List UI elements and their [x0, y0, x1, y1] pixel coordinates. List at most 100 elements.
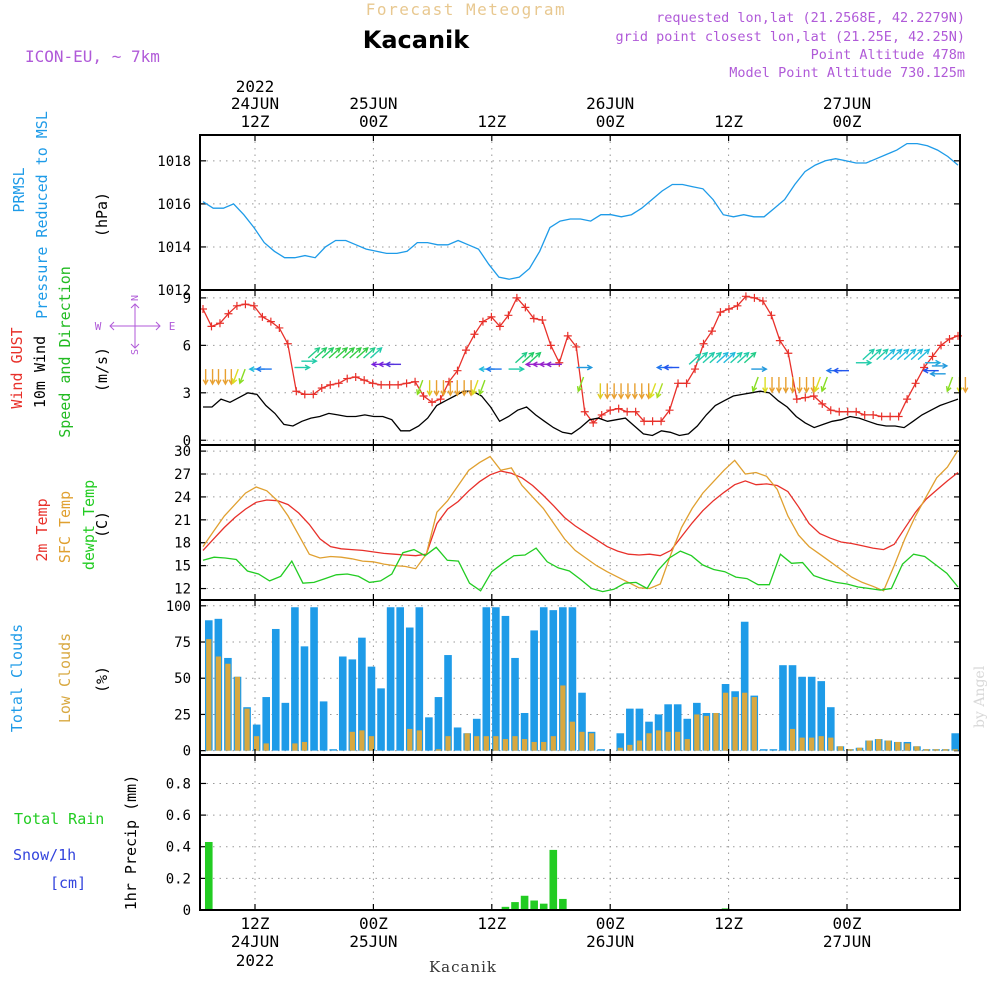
wind-arrow-shaft: [730, 352, 743, 364]
bar-total-rain: [204, 841, 213, 910]
wind-arrow: [545, 361, 562, 368]
wind-arrow-head: [248, 366, 255, 373]
gust-marker: [818, 399, 827, 408]
wind-arrow-head: [715, 351, 723, 358]
panel-precip: 0 0.2 0.4 0.6 0.8 1hr Precip (mm): [122, 754, 961, 919]
wind-arrow-head: [597, 393, 604, 400]
wind-arrow-head: [341, 346, 349, 353]
wind-arrow-head: [376, 346, 383, 353]
bottom-axis-day: 26JUN: [586, 932, 634, 951]
bar-total-rain: [539, 903, 548, 910]
gust-marker: [691, 365, 700, 374]
wind-arrow-head: [866, 359, 873, 366]
bar-total-rain: [549, 849, 558, 910]
gust-marker: [377, 380, 386, 389]
wind-arrow-head: [769, 387, 776, 394]
wind-10m-label: 10m Wind: [31, 336, 49, 408]
total-clouds-label: Total Clouds: [8, 624, 26, 732]
pressure-label-prmsl: PRMSL: [10, 167, 28, 212]
gust-marker: [733, 301, 742, 310]
panel-temp: 12 15 18 21 24 27 30 (C): [93, 444, 961, 601]
gust-marker: [682, 379, 691, 388]
wind-arrow-head: [750, 351, 757, 358]
gust-marker: [826, 406, 835, 415]
gust-marker: [394, 380, 403, 389]
wind-arrow-head: [922, 367, 929, 374]
bar-total-clouds: [568, 607, 577, 751]
wind-arrow-head: [942, 362, 949, 369]
low-clouds-label: Low Clouds: [56, 633, 74, 723]
wind-arrow-head: [903, 348, 910, 355]
gust-marker: [207, 322, 216, 331]
bar-low-clouds: [301, 741, 308, 751]
wind-arrow-head: [820, 386, 827, 393]
top-axis-hour: 12Z: [241, 112, 270, 131]
wind-arrow-head: [813, 386, 820, 393]
wind-arrow: [301, 358, 318, 365]
bar-total-clouds: [817, 681, 826, 751]
wind-arrow-head: [518, 366, 526, 373]
bar-low-clouds: [751, 697, 757, 751]
wind-arrow-shaft: [577, 376, 585, 392]
wind-arrow-head: [478, 366, 485, 373]
compass-cross: [109, 303, 161, 349]
gust-marker: [309, 390, 318, 399]
bar-total-clouds: [664, 704, 672, 751]
wind-arrow-head: [485, 366, 492, 373]
bar-low-clouds: [483, 736, 489, 751]
y-axis-unit: (%): [93, 666, 111, 693]
bar-total-clouds: [444, 655, 452, 751]
wind-arrow: [702, 351, 716, 364]
bar-low-clouds: [885, 740, 891, 751]
wind-arrow: [238, 368, 246, 385]
wind-arrow-head: [528, 351, 535, 358]
gust-marker: [886, 412, 895, 421]
gust-marker: [360, 376, 369, 385]
line-10m-wind: [203, 390, 959, 437]
bar-low-clouds: [234, 676, 241, 751]
wind-arrow: [922, 367, 939, 374]
wind-arrow: [461, 380, 468, 397]
panel-clouds: 0 25 50 75 100 (%): [93, 599, 961, 760]
bar-low-clouds: [521, 739, 528, 751]
bar-low-clouds: [904, 743, 910, 751]
wind-arrow-shaft: [232, 368, 239, 384]
top-axis-day: 26JUN: [586, 94, 634, 113]
y-tick-label: 0.4: [166, 840, 191, 856]
bar-total-clouds: [262, 697, 271, 751]
gust-marker: [555, 358, 564, 367]
bar-total-rain: [511, 902, 519, 910]
bar-low-clouds: [215, 656, 221, 751]
gust-marker: [249, 301, 258, 310]
wind-arrow-head: [868, 348, 875, 355]
wind-arrow-head: [454, 390, 461, 397]
wind-arrow-head: [311, 358, 318, 365]
wind-arrow: [314, 346, 328, 359]
wind-arrow: [618, 383, 625, 400]
wind-arrow: [416, 379, 424, 396]
gust-marker: [411, 377, 420, 386]
bar-total-clouds: [597, 749, 605, 751]
bar-low-clouds: [206, 639, 212, 751]
bar-low-clouds: [837, 746, 843, 751]
top-axis-hour: 00Z: [359, 112, 388, 131]
wind-arrow-head: [348, 346, 355, 353]
line-prmsl: [202, 142, 959, 280]
panel-pressure: 1012 1014 1016 1018 (hPa): [93, 134, 961, 299]
wind-arrow-shaft: [903, 349, 916, 361]
gust-marker: [300, 390, 309, 399]
wind-arrow: [695, 351, 709, 364]
wind-arrow-head: [215, 379, 222, 386]
wind-arrow-head: [655, 392, 662, 399]
wind-arrow-head: [426, 390, 433, 397]
wind-gust-label: Wind GUST: [8, 327, 26, 408]
y-tick-label: 25: [174, 707, 191, 723]
wind-arrow-head: [321, 346, 328, 353]
gust-marker: [877, 412, 886, 421]
wind-arrow-shaft: [695, 352, 708, 364]
gust-marker: [937, 341, 946, 350]
y-tick-label: 1018: [157, 154, 191, 170]
wind-arrow-head: [478, 389, 484, 396]
wind-arrow-head: [729, 351, 736, 358]
wind-arrow: [342, 346, 355, 359]
